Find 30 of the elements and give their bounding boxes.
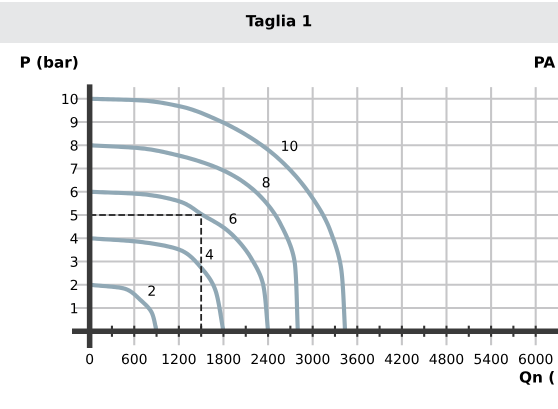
y-tick-label: 5: [70, 210, 78, 220]
y-tick-label: 8: [70, 140, 78, 151]
x-tick-label: 5400: [474, 354, 508, 364]
x-tick-label: 600: [122, 354, 147, 364]
x-tick-label: 6000: [518, 354, 552, 364]
x-tick-label: 3000: [296, 354, 330, 364]
y-tick-label: 10: [62, 94, 78, 104]
y-tick-label: 4: [70, 233, 78, 244]
y-tick-label: 2: [70, 280, 78, 290]
series-label: 2: [148, 285, 155, 296]
y-tick-label: 3: [70, 256, 78, 267]
x-tick-label: 4800: [429, 354, 464, 364]
y-tick-label: 1: [71, 303, 78, 314]
y-tick-label: 6: [70, 186, 78, 198]
y-axis-title: P (bar): [20, 56, 78, 70]
x-tick-label: 0: [86, 354, 94, 364]
y-tick-label: 7: [70, 164, 78, 174]
x-tick-label: 3600: [340, 354, 374, 364]
x-tick-label: 2400: [251, 354, 285, 364]
series-label: 4: [206, 249, 214, 260]
x-axis-title: Qn (: [520, 370, 554, 385]
series-label: 8: [262, 177, 270, 188]
x-tick-label: 4200: [384, 354, 419, 364]
y-tick-label: 9: [70, 116, 78, 128]
chart-title: Taglia 1: [246, 14, 312, 30]
series-label: 6: [230, 213, 237, 224]
x-tick-label: 1800: [207, 354, 240, 364]
x-tick-label: 1200: [162, 354, 196, 364]
text: PA: [534, 56, 556, 68]
series-label: 10: [282, 140, 298, 152]
